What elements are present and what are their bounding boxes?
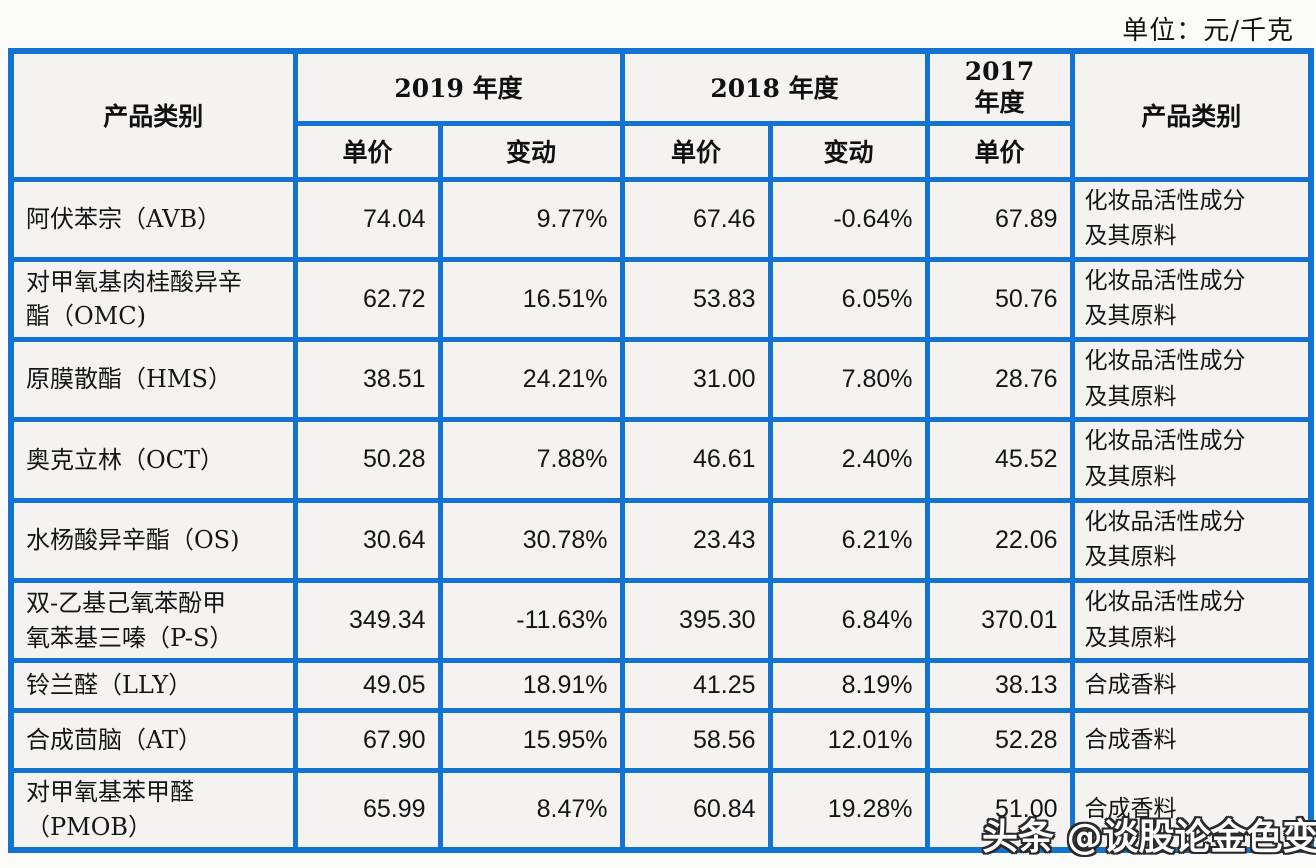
change-2019: 8.47% xyxy=(437,768,625,853)
header-year-2018: 2018 年度 xyxy=(619,48,930,126)
price-2017: 50.76 xyxy=(924,256,1075,343)
change-2018: 7.80% xyxy=(767,337,930,423)
price-2019: 67.90 xyxy=(292,708,443,774)
product-category: 化妆品活性成分 及其原料 xyxy=(1069,337,1314,423)
price-2017: 52.28 xyxy=(924,708,1075,774)
product-name: 水杨酸异辛酯（OS) xyxy=(8,497,298,583)
product-name: 双-乙基己氧苯酚甲 氧苯基三嗪（P-S） xyxy=(8,577,298,664)
product-category: 化妆品活性成分 及其原料 xyxy=(1069,417,1314,503)
header-unit-price-2017: 单价 xyxy=(924,120,1075,182)
header-row-measures: 单价 变动 单价 变动 单价 xyxy=(11,120,1311,182)
product-name: 铃兰醛（LLY） xyxy=(8,658,298,714)
change-2019: 24.21% xyxy=(437,337,625,423)
price-2017: 45.52 xyxy=(924,417,1075,503)
product-name: 阿伏苯宗（AVB） xyxy=(8,176,298,262)
table-row: 奥克立林（OCT） 50.28 7.88% 46.61 2.40% 45.52 … xyxy=(8,417,1314,503)
change-2018: 12.01% xyxy=(767,708,930,774)
product-category: 化妆品活性成分 及其原料 xyxy=(1069,256,1314,343)
price-2019: 38.51 xyxy=(292,337,443,423)
price-2017: 22.06 xyxy=(924,497,1075,583)
table-row: 水杨酸异辛酯（OS) 30.64 30.78% 23.43 6.21% 22.0… xyxy=(8,497,1314,583)
toutiao-watermark: 头条 @谈股论金色变 xyxy=(982,817,1316,858)
change-2019: -11.63% xyxy=(437,577,625,664)
product-name: 对甲氧基肉桂酸异辛 酯（OMC) xyxy=(8,256,298,343)
product-category: 合成香料 xyxy=(1069,658,1314,714)
product-category: 化妆品活性成分 及其原料 xyxy=(1069,176,1314,262)
change-2019: 18.91% xyxy=(437,658,625,714)
price-2017: 370.01 xyxy=(924,577,1075,664)
product-name: 对甲氧基苯甲醛 （PMOB） xyxy=(8,768,298,853)
change-2019: 16.51% xyxy=(437,256,625,343)
header-unit-price-2019: 单价 xyxy=(292,120,443,182)
price-2019: 62.72 xyxy=(292,256,443,343)
price-2018: 395.30 xyxy=(619,577,773,664)
product-category: 化妆品活性成分 及其原料 xyxy=(1069,497,1314,583)
price-2018: 58.56 xyxy=(619,708,773,774)
product-name: 奥克立林（OCT） xyxy=(8,417,298,503)
table-row: 阿伏苯宗（AVB） 74.04 9.77% 67.46 -0.64% 67.89… xyxy=(8,176,1314,262)
price-2018: 67.46 xyxy=(619,176,773,262)
change-2018: 6.05% xyxy=(767,256,930,343)
header-year-2019: 2019 年度 xyxy=(292,48,625,126)
product-category: 合成香料 xyxy=(1069,708,1314,774)
price-2019: 30.64 xyxy=(292,497,443,583)
price-2018: 31.00 xyxy=(619,337,773,423)
price-2017: 67.89 xyxy=(924,176,1075,262)
change-2019: 7.88% xyxy=(437,417,625,503)
table-row: 铃兰醛（LLY） 49.05 18.91% 41.25 8.19% 38.13 … xyxy=(8,658,1314,714)
unit-label: 单位：元/千克 xyxy=(1122,16,1294,46)
change-2018: -0.64% xyxy=(767,176,930,262)
price-2017: 51.00 xyxy=(924,768,1075,853)
price-2018: 23.43 xyxy=(619,497,773,583)
price-2019: 65.99 xyxy=(292,768,443,853)
product-category: 合成香料 xyxy=(1069,768,1314,853)
header-unit-price-2018: 单价 xyxy=(619,120,773,182)
price-2019: 74.04 xyxy=(292,176,443,262)
change-2019: 30.78% xyxy=(437,497,625,583)
header-product-category-left: 产品类别 xyxy=(8,48,298,182)
product-name: 合成茴脑（AT） xyxy=(8,708,298,774)
header-year-2017: 2017 年度 xyxy=(924,48,1075,126)
price-2019: 49.05 xyxy=(292,658,443,714)
product-name: 原膜散酯（HMS） xyxy=(8,337,298,423)
change-2018: 8.19% xyxy=(767,658,930,714)
header-change-2019: 变动 xyxy=(437,120,625,182)
header-product-category-right: 产品类别 xyxy=(1069,48,1314,182)
table-row: 对甲氧基肉桂酸异辛 酯（OMC) 62.72 16.51% 53.83 6.05… xyxy=(8,256,1314,343)
change-2018: 19.28% xyxy=(767,768,930,853)
change-2018: 6.84% xyxy=(767,577,930,664)
price-2019: 349.34 xyxy=(292,577,443,664)
header-row-groups: 产品类别 2019 年度 2018 年度 2017 年度 产品类别 xyxy=(8,48,1314,182)
header-change-2018: 变动 xyxy=(767,120,930,182)
change-2019: 9.77% xyxy=(437,176,625,262)
price-2019: 50.28 xyxy=(292,417,443,503)
change-2019: 15.95% xyxy=(437,708,625,774)
price-2017: 38.13 xyxy=(924,658,1075,714)
table-row: 双-乙基己氧苯酚甲 氧苯基三嗪（P-S） 349.34 -11.63% 395.… xyxy=(8,577,1314,664)
table-row: 原膜散酯（HMS） 38.51 24.21% 31.00 7.80% 28.76… xyxy=(8,337,1314,423)
change-2018: 2.40% xyxy=(767,417,930,503)
table-row: 合成茴脑（AT） 67.90 15.95% 58.56 12.01% 52.28… xyxy=(8,708,1314,774)
price-2018: 60.84 xyxy=(619,768,773,853)
price-2017: 28.76 xyxy=(924,337,1075,423)
price-2018: 53.83 xyxy=(619,256,773,343)
product-category: 化妆品活性成分 及其原料 xyxy=(1069,577,1314,664)
price-table: 产品类别 2019 年度 2018 年度 2017 年度 产品类别 单价 变动 … xyxy=(8,48,1315,853)
price-2018: 46.61 xyxy=(619,417,773,503)
table-row: 对甲氧基苯甲醛 （PMOB） 65.99 8.47% 60.84 19.28% … xyxy=(8,768,1314,853)
change-2018: 6.21% xyxy=(767,497,930,583)
price-2018: 41.25 xyxy=(619,658,773,714)
